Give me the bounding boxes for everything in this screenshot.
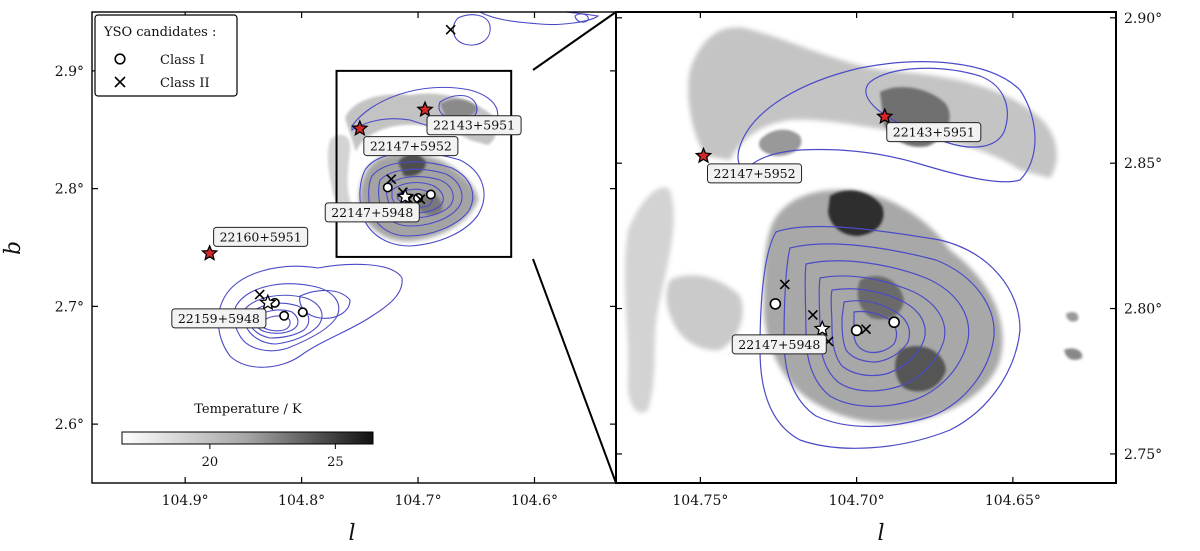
overview-x-axis-title: l	[348, 521, 355, 546]
class-i-marker-0-0	[382, 182, 393, 193]
colorbar-tick-label-1: 25	[327, 455, 344, 470]
embedded-source-star-0-0	[396, 187, 414, 205]
source-label-0-2: 22160+5951	[213, 226, 309, 247]
y-tick-label-0-2: 2.8°	[55, 182, 84, 198]
zoom-panel: 104.75° 104.70° 104.65° 2.75° 2.80° 2.85° 2.90…	[615, 11, 1162, 546]
zoom-connector-bottom	[532, 258, 617, 484]
iras-source-star-0-1	[351, 119, 369, 137]
y-tick-label-1-1: 2.80°	[1124, 302, 1162, 318]
contours-zoom	[737, 61, 1036, 449]
colorbar-tick-label-0: 20	[202, 455, 219, 470]
x-tick-label-1-1: 104.70°	[829, 493, 885, 509]
overview-panel: 104.9° 104.8° 104.7° 104.6° 2.6° 2.7° 2.8° 2.9°…	[1, 11, 617, 546]
source-label-1-1-text: 22147+5952	[714, 166, 796, 181]
legend: YSO candidates : Class I Class II	[94, 14, 238, 97]
iras-source-star-0-2	[200, 244, 219, 261]
core-label-1-0-box	[731, 334, 827, 355]
embedded-source-star-1-0	[813, 319, 831, 337]
zoom-ticks: 104.75° 104.70° 104.65° 2.75° 2.80° 2.85° 2.90…	[616, 11, 1162, 509]
colorbar-label: Temperature / K	[194, 402, 302, 417]
legend-box	[94, 14, 238, 97]
class-ii-marker-0-5	[445, 24, 456, 35]
class-i-marker-0-2	[425, 189, 436, 200]
core-label-0-1-text: 22159+5948	[178, 311, 260, 326]
legend-class-ii-marker	[114, 76, 126, 88]
core-label-1-0: 22147+5948	[731, 334, 827, 355]
y-tick-label-0-3: 2.9°	[55, 64, 84, 80]
class-i-marker-0-5	[297, 307, 308, 318]
core-label-0-1: 22159+5948	[171, 308, 267, 329]
core-label-0-0: 22147+5948	[324, 202, 420, 223]
core-label-1-0-text: 22147+5948	[738, 337, 820, 352]
x-tick-label-1-0: 104.75°	[672, 493, 728, 509]
class-ii-marker-1-0	[779, 279, 790, 290]
source-label-1-0-text: 22143+5951	[893, 125, 975, 140]
class-i-marker-1-0	[769, 298, 782, 310]
iras-source-star-1-1	[694, 146, 713, 164]
zoom-connectors	[532, 11, 617, 484]
source-label-1-0-box	[886, 122, 982, 143]
iras-source-star-0-0	[416, 100, 434, 118]
source-label-0-0-box	[426, 115, 522, 136]
source-label-1-1-box	[707, 163, 803, 184]
overview-y-axis-title: b	[1, 241, 26, 255]
class-ii-marker-0-4	[254, 289, 265, 300]
x-tick-label-1-2: 104.65°	[985, 493, 1041, 509]
source-label-0-2-box	[213, 226, 309, 247]
core-label-0-0-box	[324, 202, 420, 223]
zoom-axes-frame	[615, 11, 1117, 484]
source-label-0-1: 22147+5952	[363, 136, 459, 157]
colorbar: Temperature / K 20 25	[121, 402, 374, 470]
class-i-marker-1-1	[850, 324, 863, 337]
x-tick-label-0-2: 104.7°	[394, 493, 441, 509]
x-tick-label-0-1: 104.8°	[278, 493, 325, 509]
y-tick-label-1-0: 2.75°	[1124, 447, 1162, 463]
class-ii-marker-1-2	[860, 324, 872, 335]
source-label-0-2-text: 22160+5951	[220, 229, 302, 244]
legend-class-i-label: Class I	[160, 53, 204, 68]
source-label-1-1: 22147+5952	[707, 163, 803, 184]
class-ii-marker-0-3	[415, 194, 426, 205]
overview-markers	[200, 24, 456, 321]
y-tick-label-0-0: 2.6°	[55, 417, 84, 433]
class-ii-marker-0-0	[386, 174, 397, 185]
legend-class-i-marker	[114, 53, 126, 65]
source-label-0-0-text: 22143+5951	[433, 118, 515, 133]
class-ii-marker-1-1	[807, 309, 818, 321]
overview-ticks: 104.9° 104.8° 104.7° 104.6° 2.6° 2.7° 2.8° 2.9°	[55, 12, 616, 509]
class-i-marker-0-4	[279, 310, 290, 321]
zoom-source-labels: 22143+5951 22147+5952 22147+5948	[707, 122, 982, 355]
legend-title: YSO candidates :	[103, 25, 216, 40]
class-i-marker-1-2	[888, 316, 900, 329]
source-label-0-1-box	[363, 136, 459, 157]
colorbar-gradient	[121, 431, 374, 445]
zoom-x-axis-title: l	[877, 521, 884, 546]
legend-class-ii-label: Class II	[160, 76, 210, 91]
embedded-source-star-0-1	[259, 293, 277, 311]
core-label-0-1-box	[171, 308, 267, 329]
zoom-box	[335, 69, 513, 258]
x-tick-label-0-3: 104.6°	[511, 493, 558, 509]
temperature-map-zoom	[624, 27, 1083, 424]
zoom-connector-top	[532, 11, 617, 71]
iras-source-star-1-0	[876, 107, 894, 125]
source-label-1-0: 22143+5951	[886, 122, 982, 143]
source-label-0-0: 22143+5951	[426, 115, 522, 136]
core-label-0-0-text: 22147+5948	[331, 205, 413, 220]
y-tick-label-0-1: 2.7°	[55, 299, 84, 315]
overview-source-labels: 22143+5951 22147+5952 22160+5951 22147+5948…	[171, 115, 522, 329]
zoom-markers	[694, 107, 900, 347]
y-tick-label-1-3: 2.90°	[1124, 11, 1162, 27]
y-tick-label-1-2: 2.85°	[1124, 156, 1162, 172]
x-tick-label-0-0: 104.9°	[162, 493, 209, 509]
source-label-0-1-text: 22147+5952	[370, 139, 452, 154]
